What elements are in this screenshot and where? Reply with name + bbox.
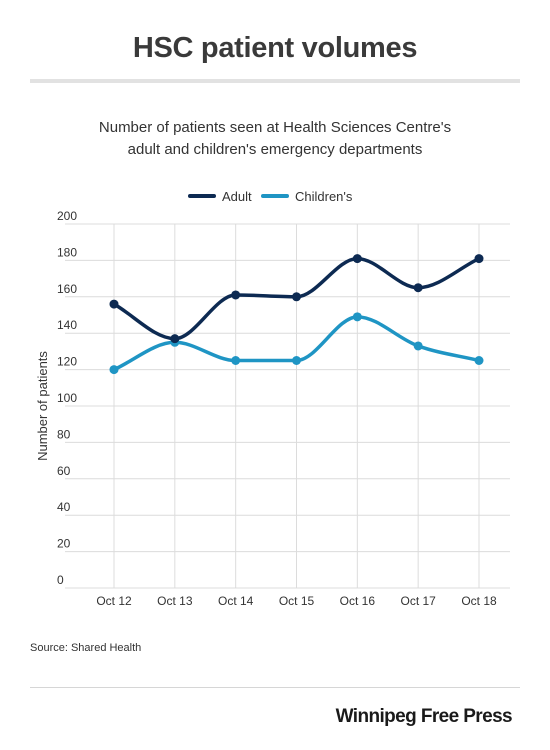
chart-legend: Adult Children's (188, 189, 353, 204)
y-tick-label: 80 (57, 427, 71, 441)
data-point-adult (474, 254, 484, 264)
legend-item-children-s: Children's (261, 189, 353, 204)
x-tick-label: Oct 14 (218, 594, 254, 608)
data-point-adult (352, 254, 362, 264)
title-divider (30, 79, 520, 83)
data-point-children-s (474, 356, 484, 365)
subtitle-line-2: adult and children's emergency departmen… (127, 141, 423, 158)
subtitle-line-1: Number of patients seen at Health Scienc… (98, 119, 452, 136)
data-point-children-s (413, 341, 423, 351)
data-point-children-s (352, 312, 362, 322)
data-point-adult (170, 334, 180, 344)
source-note: Source: Shared Health (30, 642, 142, 654)
x-axis-ticks: Oct 12 Oct 13 Oct 14 Oct 15 Oct 16 Oct 17 Oct … (96, 594, 497, 608)
x-tick-label: Oct 18 (461, 594, 497, 608)
x-tick-label: Oct 17 (400, 594, 436, 608)
y-tick-label: 20 (57, 537, 71, 551)
y-tick-label: 180 (57, 245, 77, 259)
data-point-adult (413, 283, 423, 293)
chart-title: HSC patient volumes (132, 32, 418, 64)
y-tick-label: 100 (57, 391, 77, 405)
x-tick-label: Oct 15 (279, 594, 315, 608)
x-tick-label: Oct 13 (157, 594, 193, 608)
data-point-adult (231, 290, 241, 300)
publisher-logo: Winnipeg Free Press (335, 706, 513, 727)
y-tick-label: 120 (57, 355, 77, 369)
legend-item-adult: Adult (188, 189, 252, 204)
y-tick-label: 160 (57, 282, 77, 296)
legend-label: Adult (222, 189, 252, 204)
y-axis-ticks: 0 20 40 60 80 100 120 140 160 180 200 (57, 209, 77, 587)
chart-subtitle: Number of patients seen at Health Scienc… (60, 117, 490, 161)
y-tick-label: 140 (57, 318, 77, 332)
y-axis-label: Number of patients (35, 351, 50, 461)
data-point-adult (109, 299, 119, 309)
y-tick-label: 200 (57, 209, 77, 223)
legend-label: Children's (295, 189, 353, 204)
y-tick-label: 60 (57, 464, 71, 478)
y-tick-label: 0 (57, 573, 64, 587)
data-point-children-s (231, 356, 241, 365)
line-chart: 0 20 40 60 80 100 120 140 160 180 200 Oct 12 Oct 13… (35, 189, 510, 608)
data-point-adult (292, 292, 301, 302)
footer-divider (30, 687, 520, 688)
data-point-children-s (109, 365, 119, 375)
y-tick-label: 40 (57, 500, 71, 514)
data-point-children-s (292, 356, 301, 365)
chart-series (109, 254, 484, 375)
series-adult (109, 254, 484, 344)
x-tick-label: Oct 16 (340, 594, 376, 608)
x-tick-label: Oct 12 (96, 594, 132, 608)
